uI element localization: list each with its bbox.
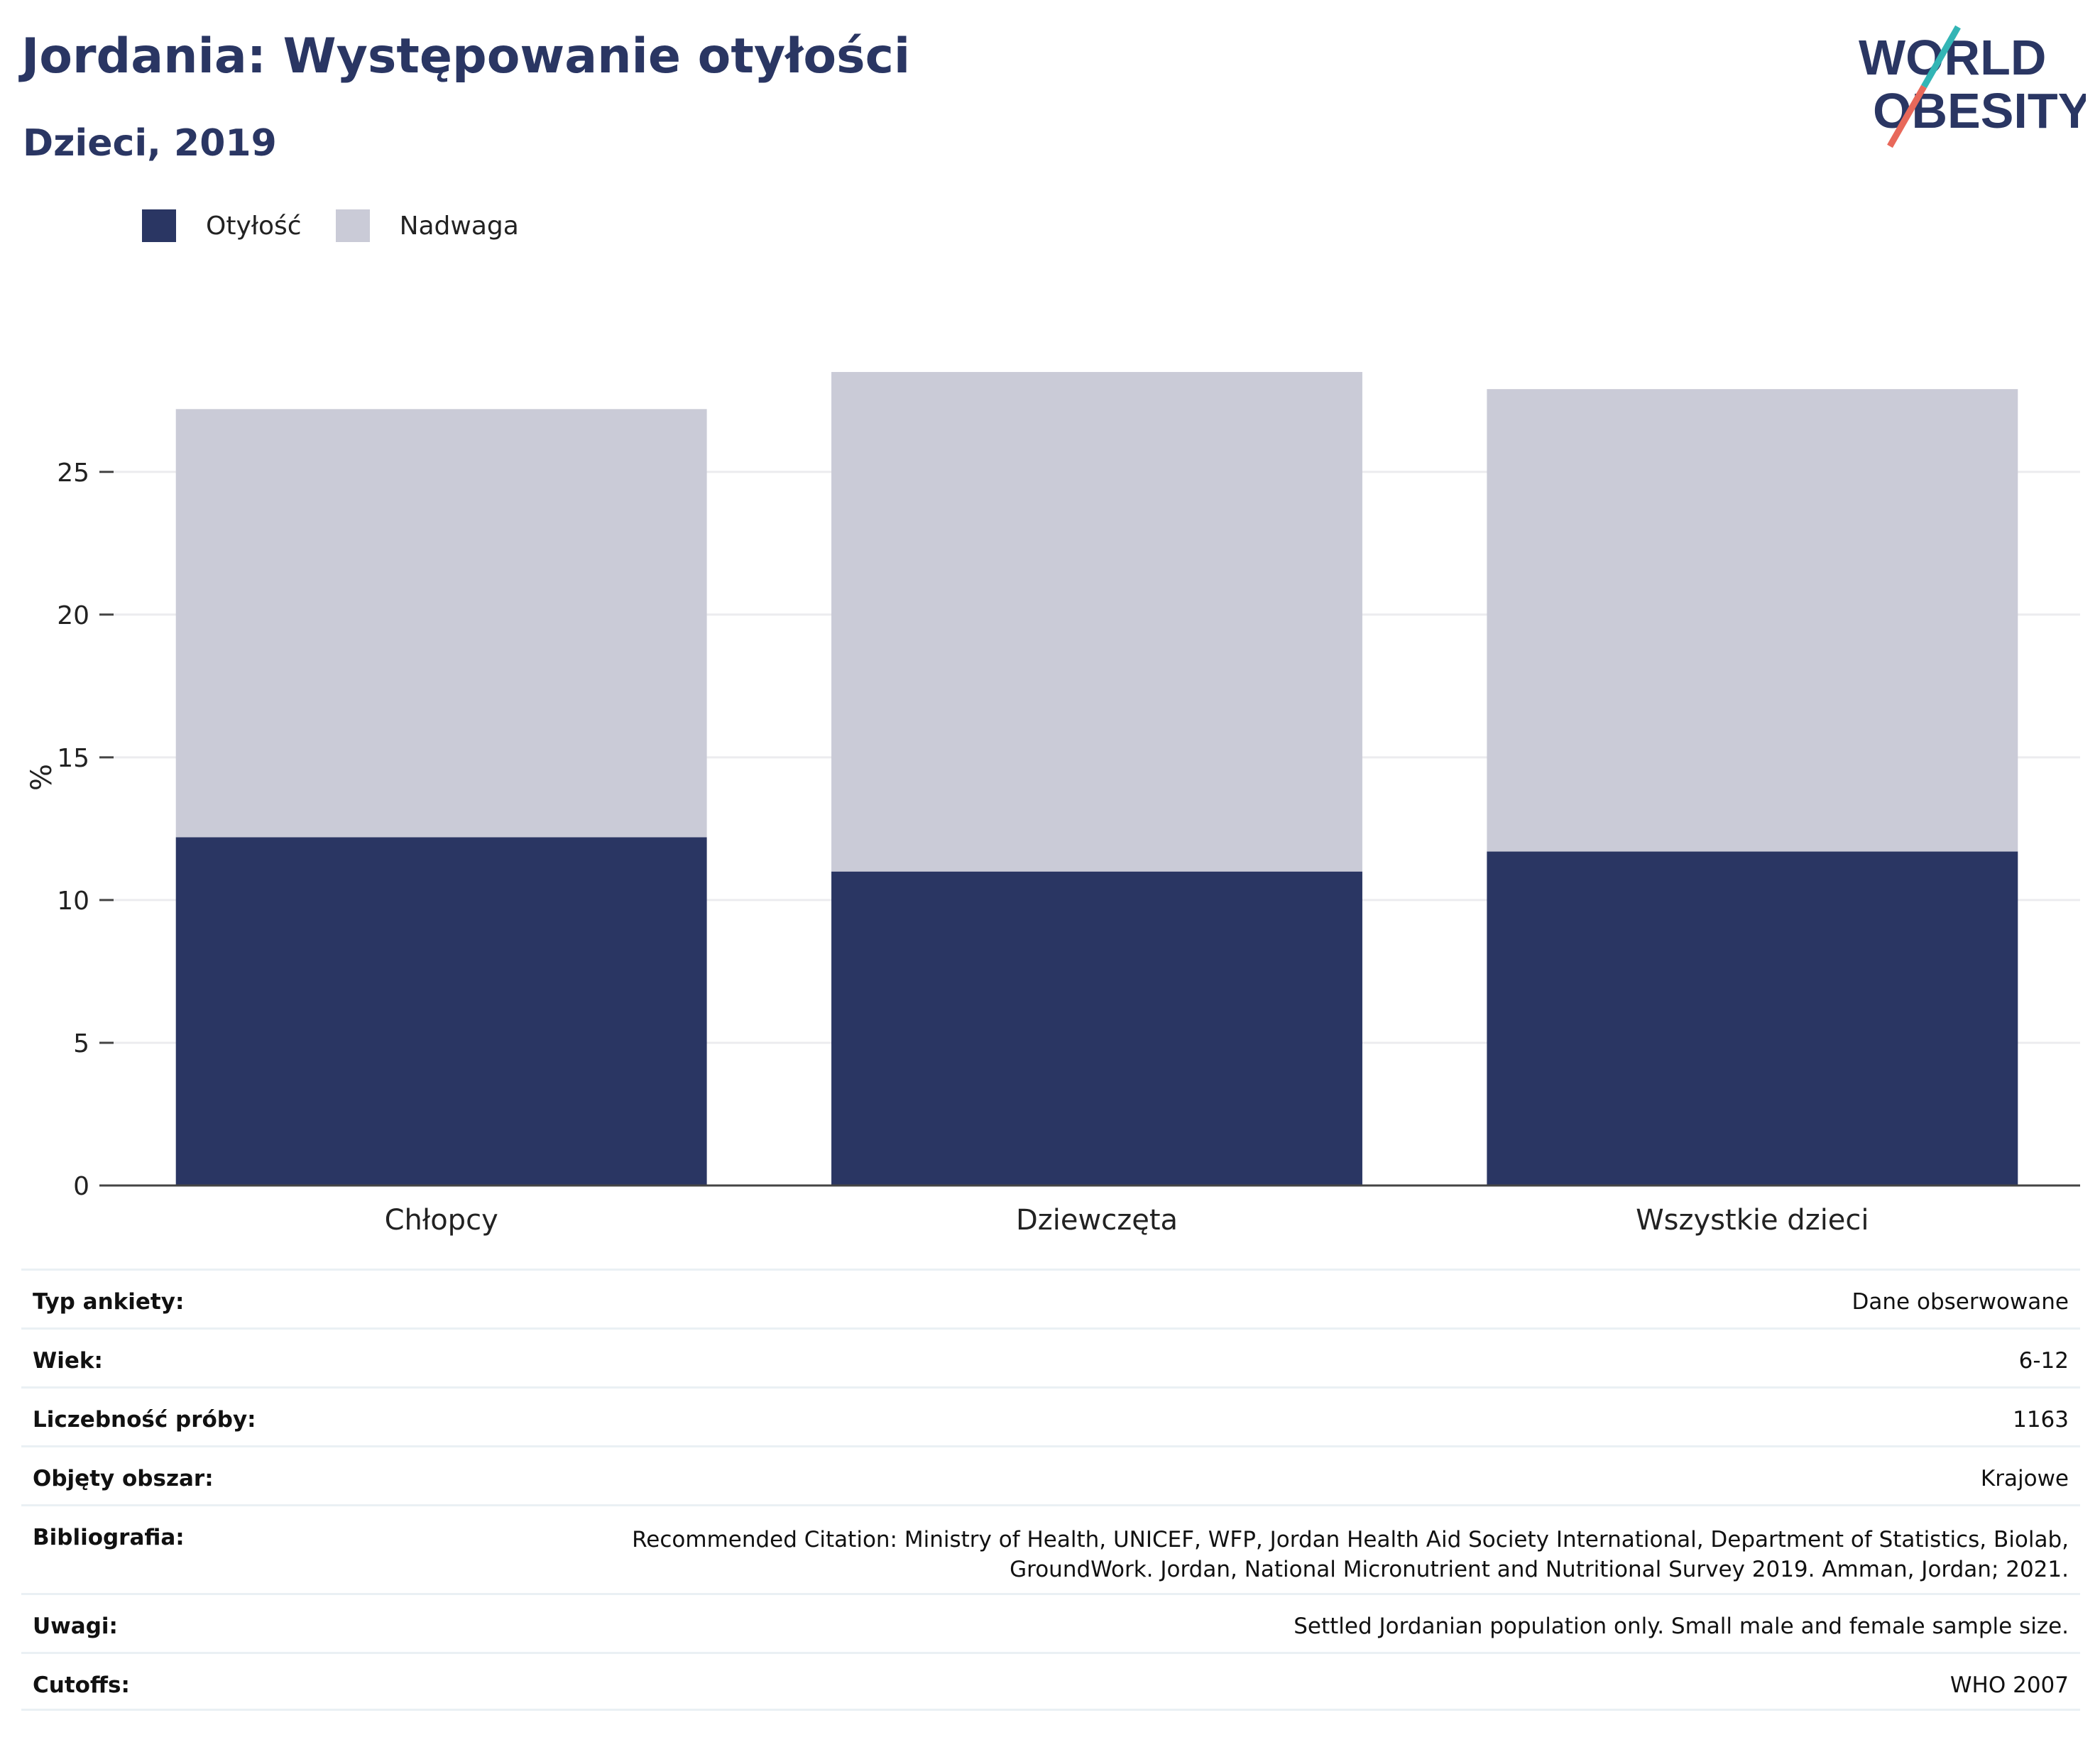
info-key: Typ ankiety: bbox=[33, 1289, 185, 1315]
bar-obesity bbox=[831, 871, 1362, 1185]
info-row-sample-size: Liczebność próby: 1163 bbox=[21, 1386, 2080, 1445]
bar-overweight bbox=[175, 409, 707, 838]
legend-swatch-overweight bbox=[335, 209, 370, 242]
logo-slash-bottom-icon bbox=[1887, 84, 1927, 148]
x-tick-label: Dziewczęta bbox=[1016, 1204, 1178, 1237]
y-tick-label: 0 bbox=[73, 1172, 89, 1201]
info-key: Objęty obszar: bbox=[33, 1466, 214, 1491]
info-key: Uwagi: bbox=[33, 1614, 118, 1639]
info-row-age: Wiek: 6-12 bbox=[21, 1327, 2080, 1386]
x-tick-label: Wszystkie dzieci bbox=[1636, 1204, 1869, 1237]
y-tick-label: 20 bbox=[57, 601, 89, 630]
legend-item-overweight[interactable]: Nadwaga bbox=[335, 209, 519, 242]
info-key: Bibliografia: bbox=[33, 1525, 185, 1550]
world-obesity-logo: WORLD OBESITY bbox=[1859, 25, 2086, 148]
legend-label-overweight: Nadwaga bbox=[399, 211, 519, 241]
info-value: 6-12 bbox=[2018, 1348, 2069, 1374]
x-tick-label: Chłopcy bbox=[385, 1204, 498, 1237]
info-value: Dane obserwowane bbox=[1852, 1289, 2069, 1315]
info-table: Typ ankiety: Dane obserwowane Wiek: 6-12… bbox=[21, 1269, 2080, 1711]
logo-slash-top-icon bbox=[1921, 25, 1961, 89]
y-tick-label: 10 bbox=[57, 887, 89, 916]
chart-subtitle: Dzieci, 2019 bbox=[23, 122, 277, 165]
y-tick-label: 15 bbox=[57, 744, 89, 773]
info-value: Recommended Citation: Ministry of Health… bbox=[632, 1527, 2069, 1582]
bar-overweight bbox=[831, 372, 1362, 872]
info-key: Wiek: bbox=[33, 1348, 103, 1374]
info-row-cutoffs: Cutoffs: WHO 2007 bbox=[21, 1652, 2080, 1711]
y-tick-label: 25 bbox=[57, 459, 89, 488]
info-row-survey-type: Typ ankiety: Dane obserwowane bbox=[21, 1269, 2080, 1327]
info-row-notes: Uwagi: Settled Jordanian population only… bbox=[21, 1593, 2080, 1652]
info-value: WHO 2007 bbox=[1949, 1672, 2069, 1698]
legend-label-obesity: Otyłość bbox=[206, 211, 302, 241]
info-row-bibliography: Bibliografia: Recommended Citation: Mini… bbox=[21, 1504, 2080, 1593]
info-row-area: Objęty obszar: Krajowe bbox=[21, 1445, 2080, 1504]
bar-overweight bbox=[1487, 389, 2018, 852]
bar-obesity bbox=[175, 837, 707, 1185]
bar-obesity bbox=[1487, 851, 2018, 1185]
info-value: 1163 bbox=[2013, 1407, 2069, 1433]
chart-title: Jordania: Występowanie otyłości bbox=[21, 28, 911, 84]
chart-legend: Otyłość Nadwaga bbox=[142, 209, 553, 242]
y-axis-label: % bbox=[26, 764, 58, 791]
info-key: Cutoffs: bbox=[33, 1672, 130, 1698]
info-key: Liczebność próby: bbox=[33, 1407, 256, 1433]
y-tick-label: 5 bbox=[73, 1029, 89, 1058]
info-value: Settled Jordanian population only. Small… bbox=[1294, 1614, 2069, 1639]
legend-item-obesity[interactable]: Otyłość bbox=[142, 209, 302, 242]
legend-swatch-obesity bbox=[142, 209, 176, 242]
stacked-bar-chart: 0 5 10 15 20 25% Chłopcy Dziewczęta Wszystkie dz… bbox=[26, 372, 2080, 1237]
info-value: Krajowe bbox=[1980, 1466, 2069, 1491]
